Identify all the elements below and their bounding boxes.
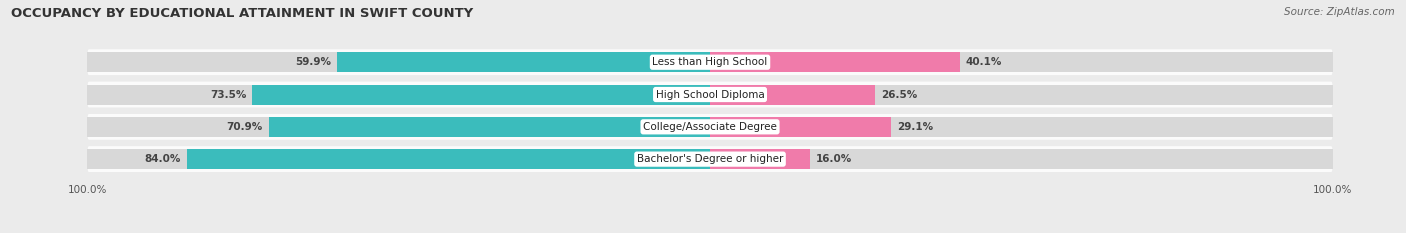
Text: Less than High School: Less than High School: [652, 57, 768, 67]
Text: 16.0%: 16.0%: [815, 154, 852, 164]
Bar: [87, 149, 710, 169]
FancyBboxPatch shape: [87, 82, 1333, 107]
Bar: [710, 52, 1333, 72]
Text: 73.5%: 73.5%: [209, 89, 246, 99]
Text: 40.1%: 40.1%: [966, 57, 1002, 67]
Bar: [710, 117, 891, 137]
FancyBboxPatch shape: [87, 146, 1333, 172]
Bar: [337, 52, 710, 72]
Bar: [710, 149, 1333, 169]
FancyBboxPatch shape: [87, 114, 1333, 140]
Bar: [87, 52, 710, 72]
Text: 29.1%: 29.1%: [897, 122, 934, 132]
Text: 84.0%: 84.0%: [145, 154, 181, 164]
FancyBboxPatch shape: [87, 49, 1333, 75]
Text: College/Associate Degree: College/Associate Degree: [643, 122, 778, 132]
Text: 70.9%: 70.9%: [226, 122, 263, 132]
Bar: [87, 85, 710, 105]
Text: 26.5%: 26.5%: [882, 89, 918, 99]
Bar: [187, 149, 710, 169]
Bar: [87, 117, 710, 137]
Text: Source: ZipAtlas.com: Source: ZipAtlas.com: [1284, 7, 1395, 17]
Bar: [710, 117, 1333, 137]
Bar: [710, 149, 810, 169]
Text: 59.9%: 59.9%: [295, 57, 330, 67]
Bar: [252, 85, 710, 105]
Legend: Owner-occupied, Renter-occupied: Owner-occupied, Renter-occupied: [593, 231, 827, 233]
Bar: [710, 85, 1333, 105]
Text: High School Diploma: High School Diploma: [655, 89, 765, 99]
Text: Bachelor's Degree or higher: Bachelor's Degree or higher: [637, 154, 783, 164]
Bar: [710, 52, 960, 72]
Bar: [269, 117, 710, 137]
Text: OCCUPANCY BY EDUCATIONAL ATTAINMENT IN SWIFT COUNTY: OCCUPANCY BY EDUCATIONAL ATTAINMENT IN S…: [11, 7, 474, 20]
Bar: [710, 85, 875, 105]
